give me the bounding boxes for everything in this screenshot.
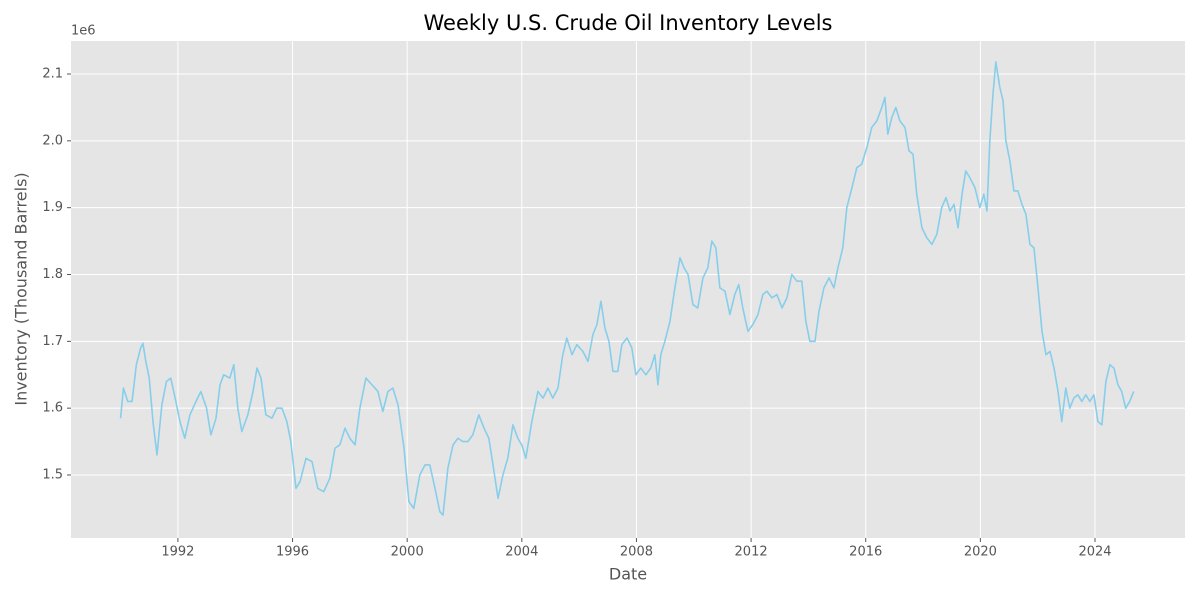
x-tick-label: 1992 (161, 545, 194, 560)
x-tick-label: 1996 (276, 545, 309, 560)
x-tick-label: 2004 (505, 545, 538, 560)
y-tick-label: 1.8 (42, 267, 63, 282)
y-offset-label: 1e6 (71, 24, 96, 39)
grid (71, 41, 1185, 538)
x-tick-label: 2012 (735, 545, 768, 560)
y-tick-label: 1.6 (42, 401, 63, 416)
x-tick-label: 2000 (391, 545, 424, 560)
y-tick-label: 1.9 (42, 200, 63, 215)
chart-title: Weekly U.S. Crude Oil Inventory Levels (424, 11, 833, 35)
y-tick-label: 2.0 (42, 133, 63, 148)
y-tick-label: 1.7 (42, 334, 63, 349)
y-tick-label: 2.1 (42, 67, 63, 82)
x-axis-label: Date (609, 565, 647, 584)
marks (119, 61, 1135, 516)
y-tick-label: 1.5 (42, 467, 63, 482)
x-tick-label: 2016 (849, 545, 882, 560)
x-tick-label: 2024 (1078, 545, 1111, 560)
data-line (119, 61, 1135, 516)
x-tick-label: 2008 (620, 545, 653, 560)
y-axis-label: Inventory (Thousand Barrels) (12, 172, 31, 405)
x-tick-label: 2020 (964, 545, 997, 560)
plot-background (71, 41, 1185, 538)
